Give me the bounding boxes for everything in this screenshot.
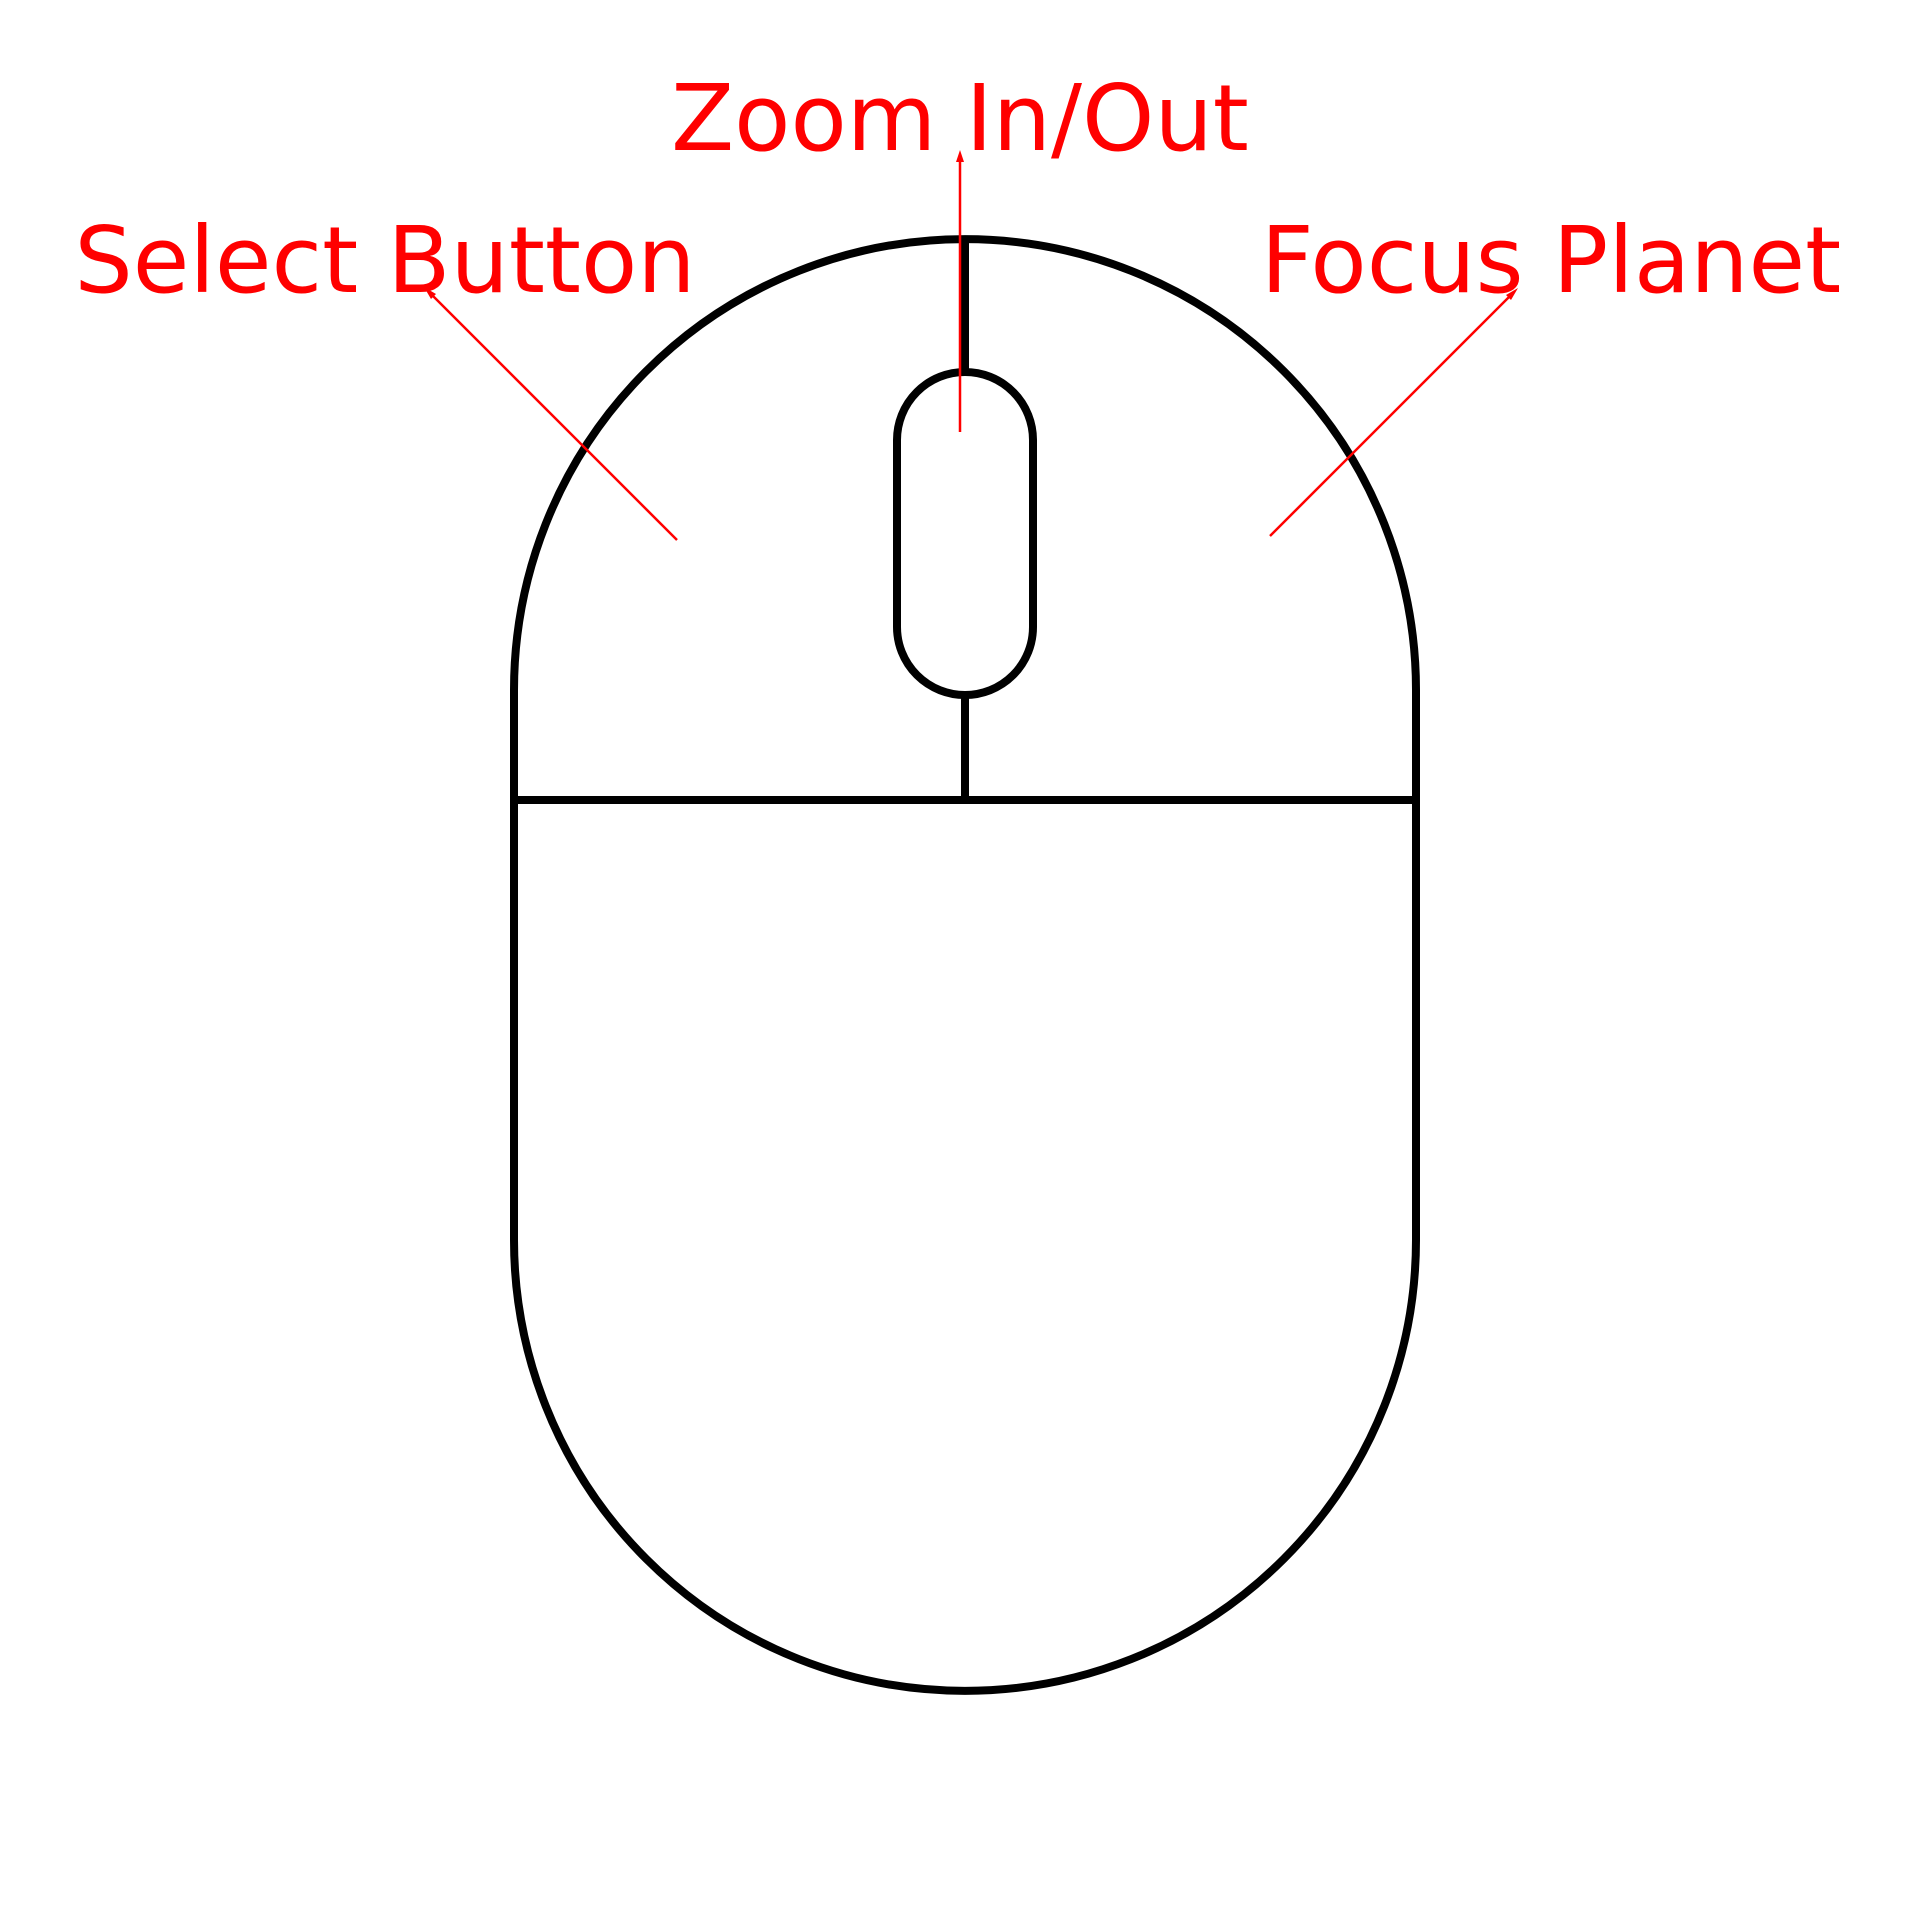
zoom-label: Zoom In/Out (671, 65, 1249, 172)
select-arrowhead (424, 287, 436, 299)
focus-callout-line (1269, 291, 1515, 537)
zoom-arrowhead (956, 150, 964, 162)
focus-planet-label: Focus Planet (1261, 207, 1841, 314)
select-button-label: Select Button (74, 207, 695, 314)
focus-arrowhead (1506, 288, 1518, 300)
select-callout-line (427, 290, 678, 541)
mouse-illustration (510, 235, 1420, 1695)
scroll-wheel (893, 368, 1037, 699)
mouse-body-outline (510, 235, 1420, 1695)
callout-lines (424, 150, 1518, 541)
